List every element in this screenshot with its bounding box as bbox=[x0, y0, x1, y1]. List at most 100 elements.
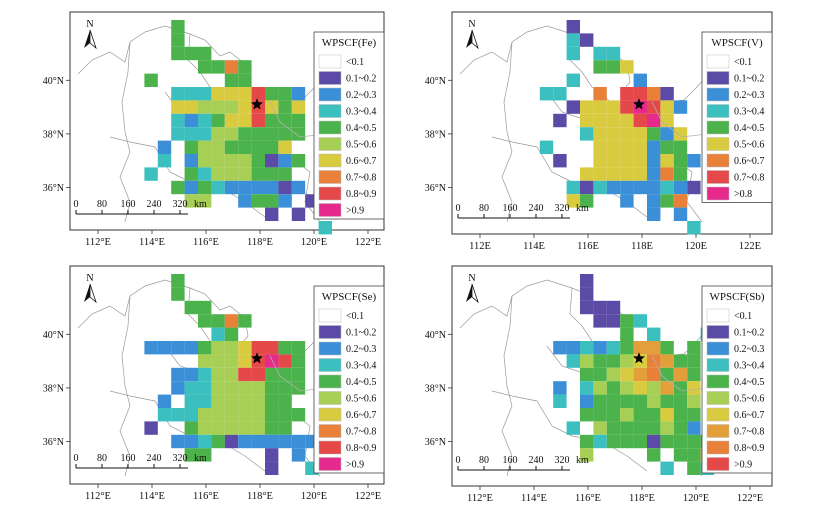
grid-cell-sb bbox=[593, 394, 607, 408]
grid-cell-fe bbox=[265, 207, 279, 221]
north-arrow-half bbox=[471, 29, 479, 50]
grid-cell-se bbox=[211, 314, 225, 328]
grid-cell-sb bbox=[633, 314, 647, 328]
grid-cell-se bbox=[224, 394, 239, 408]
grid-cell-fe bbox=[291, 87, 306, 101]
grid-cell-fe bbox=[144, 73, 158, 87]
grid-cell-sb bbox=[673, 367, 688, 382]
grid-cell-se bbox=[211, 367, 225, 382]
grid-cell-sb bbox=[593, 341, 607, 355]
grid-cell-sb bbox=[620, 408, 634, 422]
grid-cell-se bbox=[238, 434, 252, 449]
legend-swatch bbox=[318, 407, 342, 422]
sampling-site-star-icon bbox=[633, 352, 645, 364]
grid-cell-sb bbox=[647, 381, 661, 395]
grid-cell-v bbox=[593, 113, 607, 128]
grid-cell-se bbox=[265, 367, 279, 382]
grid-cell-fe bbox=[278, 180, 292, 195]
grid-cell-sb bbox=[687, 394, 701, 408]
grid-cell-fe bbox=[157, 154, 172, 168]
grid-cell-sb bbox=[660, 381, 674, 395]
grid-cell-v bbox=[566, 73, 580, 87]
grid-cell-v bbox=[647, 87, 661, 101]
lon-label: 118°E bbox=[247, 237, 273, 248]
legend-label: 0.5~0.6 bbox=[346, 140, 376, 151]
grid-cell-fe bbox=[184, 46, 198, 61]
grid-cell-se bbox=[224, 381, 239, 395]
grid-cell-sb bbox=[687, 354, 701, 368]
grid-cell-fe bbox=[198, 113, 212, 128]
grid-cell-v bbox=[620, 60, 634, 74]
legend-swatch bbox=[318, 203, 342, 217]
grid-cell-v bbox=[593, 100, 607, 114]
legend-swatch bbox=[706, 120, 730, 135]
lat-label: 38°N bbox=[43, 383, 64, 394]
scale-label: 80 bbox=[97, 453, 107, 464]
grid-cell-v bbox=[633, 154, 647, 168]
grid-cell-se bbox=[251, 341, 265, 355]
legend-swatch bbox=[706, 325, 730, 339]
grid-cell-sb bbox=[580, 274, 594, 288]
grid-cell-fe bbox=[171, 127, 185, 141]
psCF-grid bbox=[144, 20, 332, 235]
grid-cell-fe bbox=[184, 180, 198, 195]
grid-cell-sb bbox=[660, 461, 674, 475]
grid-cell-se bbox=[211, 354, 225, 368]
grid-cell-sb bbox=[593, 408, 607, 422]
grid-cell-v bbox=[660, 127, 674, 141]
grid-cell-sb bbox=[620, 434, 634, 449]
grid-cell-v bbox=[620, 100, 634, 114]
grid-cell-se bbox=[238, 394, 252, 408]
grid-cell-sb bbox=[687, 341, 701, 355]
grid-cell-se bbox=[198, 394, 212, 408]
scale-label: 160 bbox=[503, 203, 518, 214]
grid-cell-sb bbox=[606, 314, 621, 328]
lon-label: 116E bbox=[577, 241, 599, 252]
grid-cell-v bbox=[620, 140, 634, 154]
grid-cell-sb bbox=[566, 354, 580, 368]
grid-cell-se bbox=[211, 421, 225, 435]
grid-cell-sb bbox=[673, 421, 688, 435]
grid-cell-v bbox=[606, 100, 621, 114]
grid-cell-se bbox=[211, 381, 225, 395]
grid-cell-se bbox=[238, 341, 252, 355]
grid-cell-fe bbox=[211, 127, 225, 141]
lon-label: 112°E bbox=[85, 237, 111, 248]
grid-cell-se bbox=[265, 354, 279, 368]
grid-cell-se bbox=[224, 421, 239, 435]
grid-cell-fe bbox=[198, 127, 212, 141]
legend-swatch bbox=[706, 104, 730, 118]
grid-cell-sb bbox=[580, 341, 594, 355]
scale-label: 0 bbox=[74, 453, 79, 464]
grid-cell-sb bbox=[593, 300, 607, 315]
lat-label: 40°N bbox=[43, 330, 64, 341]
scale-label: 80 bbox=[479, 203, 489, 214]
grid-cell-sb bbox=[553, 381, 567, 395]
grid-cell-v bbox=[593, 167, 607, 181]
grid-cell-v bbox=[580, 113, 594, 128]
grid-cell-fe bbox=[211, 140, 225, 154]
grid-cell-fe bbox=[211, 113, 225, 128]
lat-label: 38°N bbox=[425, 383, 446, 394]
grid-cell-fe bbox=[224, 60, 239, 74]
grid-cell-v bbox=[633, 127, 647, 141]
legend-swatch bbox=[318, 137, 342, 151]
grid-cell-se bbox=[291, 408, 306, 422]
grid-cell-sb bbox=[673, 408, 688, 422]
grid-cell-se bbox=[238, 354, 252, 368]
scale-label: 320 bbox=[173, 453, 188, 464]
lon-label: 120E bbox=[685, 241, 707, 252]
legend-label: 0.7~0.8 bbox=[734, 173, 764, 184]
north-label: N bbox=[468, 19, 475, 30]
legend-label: 0.7~0.8 bbox=[734, 427, 764, 438]
scale-label: 240 bbox=[529, 455, 544, 466]
map-panel-fe: N 0 80 160 240 320 km 40°N 38°N 36°N 112°E 114°E 116… bbox=[43, 11, 385, 248]
legend-label: 0.2~0.3 bbox=[734, 344, 764, 355]
grid-cell-sb bbox=[660, 408, 674, 422]
grid-cell-se bbox=[211, 394, 225, 408]
grid-cell-se bbox=[265, 421, 279, 435]
grid-cell-v bbox=[633, 167, 647, 181]
grid-cell-sb bbox=[687, 461, 701, 475]
north-arrow-half bbox=[84, 30, 90, 48]
